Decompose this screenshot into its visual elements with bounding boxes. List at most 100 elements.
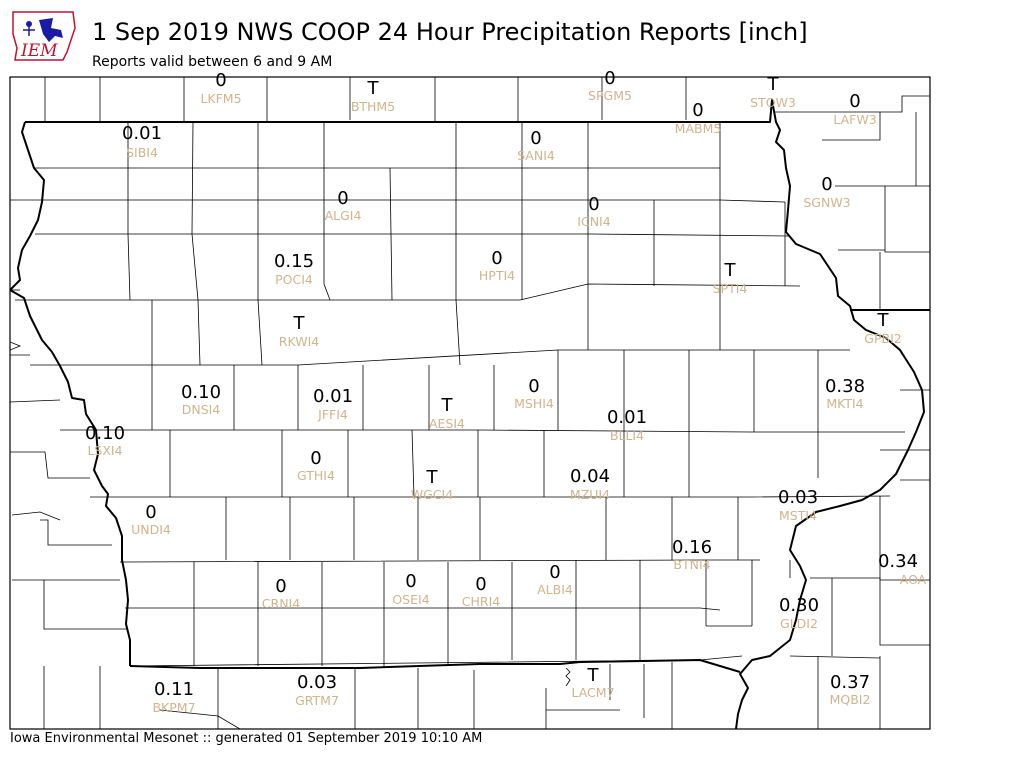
- station-id-label: BLLI4: [610, 428, 644, 443]
- station-id-label: LKFM5: [200, 91, 241, 106]
- footer-credit: Iowa Environmental Mesonet :: generated …: [10, 731, 483, 746]
- station-id-label: ALBI4: [537, 582, 573, 597]
- station-id-label: MSHI4: [514, 396, 554, 411]
- precip-value: 0: [215, 70, 226, 91]
- station-id-label: SIBI4: [126, 145, 158, 160]
- precip-value: T: [877, 310, 890, 331]
- station-id-label: CRNI4: [262, 596, 300, 611]
- precip-value: 0: [530, 128, 541, 149]
- station-id-label: GRTM7: [295, 693, 339, 708]
- station-id-label: GTHI4: [297, 468, 335, 483]
- station-id-label: SPGM5: [588, 88, 632, 103]
- station-id-label: LAFW3: [833, 112, 876, 127]
- precip-value: 0.01: [122, 123, 162, 144]
- station-id-label: SGNW3: [803, 195, 850, 210]
- precip-value: 0.11: [154, 679, 194, 700]
- precip-value: 0.03: [778, 487, 818, 508]
- station-id-label: POCI4: [275, 272, 313, 287]
- county-borders: [10, 77, 930, 729]
- station-id-label: SANI4: [517, 148, 555, 163]
- precip-value: 0: [275, 576, 286, 597]
- station-id-label: AESI4: [429, 416, 465, 431]
- precip-value: 0.03: [297, 672, 337, 693]
- logo-text: IEM: [20, 41, 58, 61]
- station-id-label: MKTI4: [826, 396, 863, 411]
- iowa-state-logo-icon: IEM: [12, 11, 76, 61]
- map-title: 1 Sep 2019 NWS COOP 24 Hour Precipitatio…: [92, 18, 808, 46]
- precip-value: 0: [604, 68, 615, 89]
- precip-value: 0: [145, 502, 156, 523]
- precip-value: 0: [337, 188, 348, 209]
- station-id-label: STOW3: [750, 95, 796, 110]
- precip-value: T: [724, 260, 737, 281]
- precip-value: 0.10: [181, 382, 221, 403]
- precip-value: 0.15: [274, 251, 314, 272]
- precip-value: T: [441, 395, 454, 416]
- precip-value: 0.01: [313, 386, 353, 407]
- precip-value: 0: [588, 194, 599, 215]
- station-id-label: CHRI4: [462, 594, 500, 609]
- precip-value: 0.16: [672, 537, 712, 558]
- station-id-label: MQBI2: [830, 692, 871, 707]
- station-id-label: BKPM7: [152, 700, 195, 715]
- station-id-label: BTNI4: [673, 557, 710, 572]
- precip-value: 0.38: [825, 376, 865, 397]
- precip-value: 0: [405, 571, 416, 592]
- station-id-label: MSTI4: [779, 508, 817, 523]
- station-id-label: OSEI4: [392, 592, 429, 607]
- precip-value: 0: [528, 376, 539, 397]
- precip-value: 0: [849, 91, 860, 112]
- precip-value: 0.30: [779, 595, 819, 616]
- station-id-label: UNDI4: [131, 522, 171, 537]
- station-id-label: HPTI4: [479, 268, 515, 283]
- station-id-label: ALGI4: [325, 208, 362, 223]
- precip-value: 0.01: [607, 407, 647, 428]
- precip-value: 0: [310, 448, 321, 469]
- station-id-label: GLDI2: [780, 616, 818, 631]
- precip-value: 0: [692, 100, 703, 121]
- station-id-label: BTHM5: [351, 99, 395, 114]
- precip-value: T: [587, 665, 600, 686]
- iem-logo: IEM: [9, 8, 79, 64]
- precip-value: 0.04: [570, 466, 610, 487]
- station-id-label: LSXI4: [87, 443, 122, 458]
- station-id-label: JFFI4: [317, 407, 348, 422]
- station-id-label: ICNI4: [577, 214, 610, 229]
- station-id-label: WGCI4: [411, 487, 453, 502]
- station-id-label: DNSI4: [182, 402, 221, 417]
- station-id-label: AOA: [900, 572, 927, 587]
- station-id-label: GPBI2: [864, 331, 901, 346]
- precip-value: 0: [549, 562, 560, 583]
